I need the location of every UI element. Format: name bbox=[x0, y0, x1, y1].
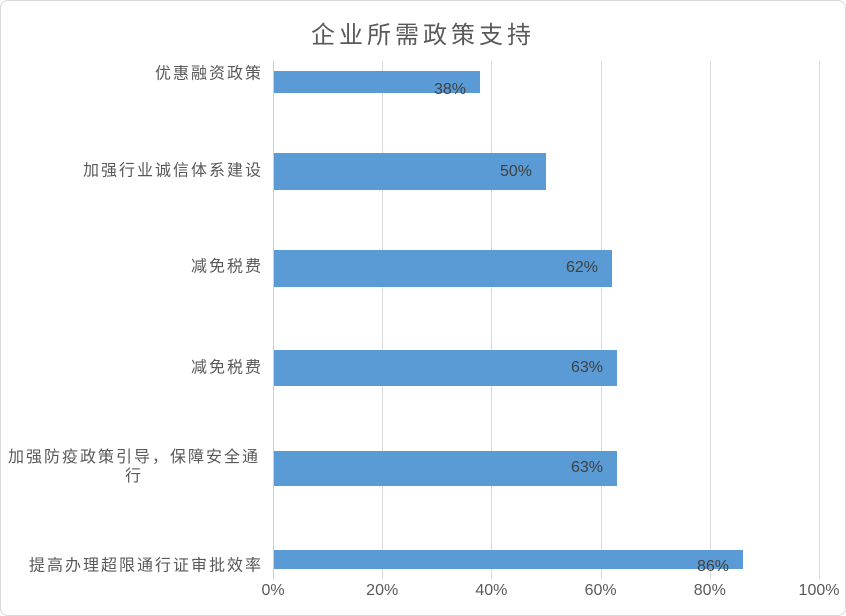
x-axis-tick-label: 100% bbox=[798, 582, 840, 599]
category-label: 提高办理超限通行证审批效率 bbox=[28, 557, 263, 575]
gridline bbox=[709, 61, 711, 579]
y-axis-line bbox=[273, 61, 274, 579]
bar-value-label: 63% bbox=[570, 459, 603, 476]
bar bbox=[274, 550, 743, 569]
x-axis-tick-label: 0% bbox=[261, 582, 285, 599]
x-axis-tick-label: 40% bbox=[475, 582, 508, 599]
bar-value-label: 62% bbox=[565, 259, 598, 276]
bar bbox=[274, 153, 546, 190]
category-label: 减免税费 bbox=[190, 258, 263, 276]
bar bbox=[274, 250, 612, 287]
category-label: 优惠融资政策 bbox=[154, 65, 263, 83]
bar-value-label: 38% bbox=[433, 81, 466, 98]
bar bbox=[274, 451, 617, 486]
chart-title: 企业所需政策支持 bbox=[311, 23, 535, 49]
category-label: 减免税费 bbox=[190, 359, 263, 377]
x-axis-tick-label: 60% bbox=[584, 582, 617, 599]
gridline bbox=[382, 61, 384, 579]
bar bbox=[274, 71, 480, 93]
gridline bbox=[491, 61, 493, 579]
category-label: 加强行业诚信体系建设 bbox=[82, 162, 263, 180]
x-axis-tick-label: 80% bbox=[693, 582, 726, 599]
category-label: 加强防疫政策引导，保障安全通行 bbox=[7, 449, 260, 485]
x-axis-tick-label: 20% bbox=[366, 582, 399, 599]
plot-area: 38% 50% 62% 63% 63% 86% bbox=[273, 61, 820, 579]
gridline bbox=[600, 61, 602, 579]
bar-value-label: 86% bbox=[696, 558, 729, 575]
bar-value-label: 50% bbox=[499, 163, 532, 180]
bar bbox=[274, 350, 617, 386]
gridline bbox=[819, 61, 820, 579]
bar-value-label: 63% bbox=[570, 359, 603, 376]
